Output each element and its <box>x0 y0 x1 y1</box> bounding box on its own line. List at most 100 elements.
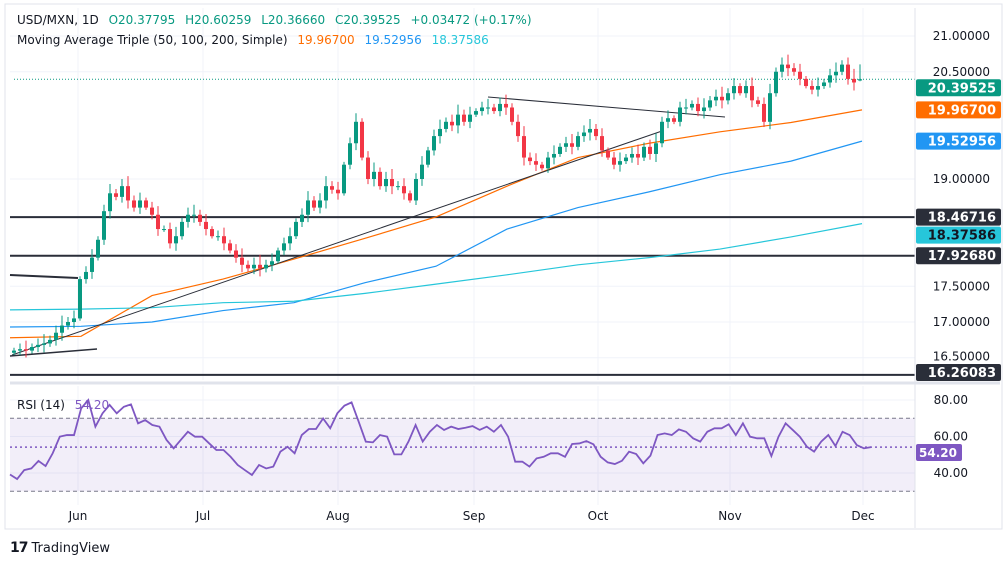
candle-up <box>546 157 550 169</box>
candle-down <box>168 229 172 244</box>
candle-up <box>42 343 46 345</box>
candle-down <box>462 114 466 122</box>
candle-up <box>420 164 424 179</box>
candle-up <box>180 221 184 237</box>
price-label-level <box>916 364 1001 381</box>
ma-legend: Moving Average Triple (50, 100, 200, Sim… <box>17 33 495 47</box>
candle-up <box>264 264 268 269</box>
candle-down <box>312 200 316 208</box>
price-label-last-text: 20.39525 <box>928 81 996 96</box>
candle-up <box>498 103 502 112</box>
candle-up <box>468 114 472 122</box>
candle-up <box>138 200 142 208</box>
candle-up <box>306 200 310 215</box>
candle-up <box>564 143 568 147</box>
rsi-legend: RSI (14) 54.20 <box>17 398 115 412</box>
candle-down <box>330 186 334 190</box>
candle-up <box>816 86 820 90</box>
price-tick-label: 19.00000 <box>933 172 990 186</box>
tradingview-branding[interactable]: 17 TradingView <box>10 540 110 556</box>
rsi-value-label-text: 54.20 <box>919 446 957 460</box>
candle-up <box>456 114 460 126</box>
time-tick-label: Sep <box>463 509 486 523</box>
candle-up <box>252 264 256 269</box>
candle-down <box>846 64 850 79</box>
candle-up <box>858 79 862 81</box>
candle-up <box>576 136 580 147</box>
candle-up <box>438 128 442 137</box>
candle-up <box>18 349 22 351</box>
candle-down <box>738 86 742 94</box>
candle-up <box>30 347 34 351</box>
candle-up <box>726 93 730 101</box>
candle-up <box>426 150 430 165</box>
candle-up <box>48 339 52 344</box>
rsi-line <box>9 398 872 481</box>
candle-down <box>204 221 208 230</box>
candle-up <box>318 200 322 208</box>
price-tick-label: 16.50000 <box>933 350 990 364</box>
candle-down <box>600 136 604 151</box>
candle-down <box>756 100 760 104</box>
candle-up <box>744 86 748 94</box>
ma-label[interactable]: Moving Average Triple (50, 100, 200, Sim… <box>17 33 288 47</box>
candle-up <box>618 161 622 165</box>
candle-up <box>588 128 592 133</box>
tradingview-logo-icon: 17 <box>10 540 29 556</box>
price-label-ma50 <box>916 101 1001 119</box>
grid <box>10 8 915 505</box>
time-tick-label: Oct <box>588 509 609 523</box>
rsi-band <box>10 418 915 492</box>
candle-up <box>660 121 664 144</box>
ma-line-ma100 <box>9 140 863 328</box>
candle-down <box>720 96 724 101</box>
candles <box>12 54 862 358</box>
candle-up <box>834 71 838 76</box>
candle-down <box>540 164 544 169</box>
price-label-ma200-text: 18.37586 <box>928 229 996 244</box>
candle-down <box>606 150 610 158</box>
candle-up <box>486 107 490 109</box>
ascending-trend-line <box>11 130 663 356</box>
price-label-level-text: 18.46716 <box>928 211 996 226</box>
horizontal-levels <box>10 78 915 376</box>
candle-up <box>828 75 832 83</box>
candle-up <box>702 107 706 112</box>
candle-up <box>282 243 286 251</box>
candle-down <box>810 86 814 90</box>
candle-down <box>570 143 574 147</box>
candle-down <box>762 103 766 122</box>
price-label-last <box>916 79 1001 97</box>
candle-up <box>12 350 16 353</box>
low-value: L20.36660 <box>261 13 326 27</box>
moving-averages <box>9 109 863 339</box>
time-axis[interactable]: Jun Jul Aug Sep Oct Nov Dec <box>68 509 875 523</box>
candle-down <box>234 250 238 258</box>
candle-down <box>594 128 598 137</box>
candle-up <box>552 153 556 158</box>
open-value: O20.37795 <box>108 13 176 27</box>
price-axis[interactable]: 21.00000 20.50000 20.39525 19.96700 19.52956… <box>916 29 1001 480</box>
candle-down <box>792 68 796 72</box>
candle-down <box>798 71 802 79</box>
candle-up <box>480 107 484 112</box>
symbol-label[interactable]: USD/MXN, 1D <box>17 13 99 27</box>
change-value: +0.03472 (+0.17%) <box>410 13 532 27</box>
rsi-label[interactable]: RSI (14) <box>17 398 65 412</box>
candle-up <box>732 86 736 94</box>
candle-down <box>378 171 382 187</box>
candle-up <box>684 107 688 109</box>
candle-down <box>360 121 364 158</box>
candle-down <box>240 257 244 265</box>
candle-up <box>414 179 418 201</box>
candle-up <box>216 236 220 238</box>
candle-up <box>108 193 112 212</box>
candle-up <box>840 64 844 72</box>
time-tick-label: Nov <box>718 509 741 523</box>
candle-down <box>612 157 616 165</box>
candle-up <box>186 214 190 222</box>
candle-up <box>84 271 88 280</box>
candle-up <box>774 71 778 94</box>
candle-up <box>630 153 634 158</box>
